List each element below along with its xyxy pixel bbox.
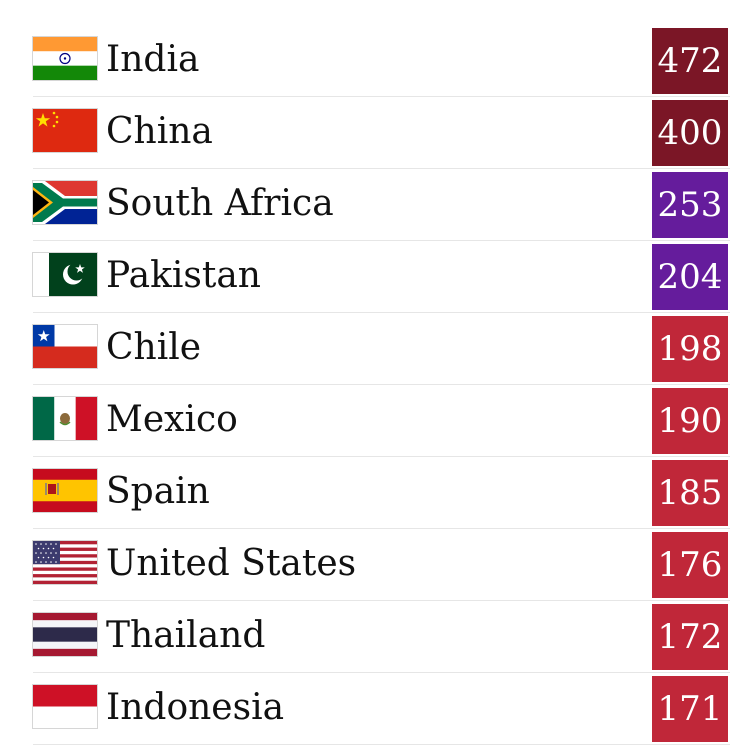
score-badge: 190 <box>652 388 728 454</box>
chile-flag-icon <box>33 325 97 368</box>
country-name: Mexico <box>106 399 238 440</box>
list-item[interactable]: United States 176 <box>33 529 730 601</box>
thailand-flag-icon <box>33 613 97 656</box>
score-badge: 172 <box>652 604 728 670</box>
list-item[interactable]: Pakistan 204 <box>33 241 730 313</box>
list-item[interactable]: India 472 <box>33 25 730 97</box>
country-name: Pakistan <box>106 255 261 296</box>
score-badge: 171 <box>652 676 728 742</box>
china-flag-icon <box>33 109 97 152</box>
score-badge: 472 <box>652 28 728 94</box>
united-states-flag-icon <box>33 541 97 584</box>
country-name: Indonesia <box>106 687 285 728</box>
score-badge: 253 <box>652 172 728 238</box>
list-item[interactable]: Thailand 172 <box>33 601 730 673</box>
score-badge: 204 <box>652 244 728 310</box>
list-item[interactable]: South Africa 253 <box>33 169 730 241</box>
score-badge: 185 <box>652 460 728 526</box>
country-name: South Africa <box>106 183 334 224</box>
list-item[interactable]: Spain 185 <box>33 457 730 529</box>
mexico-flag-icon <box>33 397 97 440</box>
india-flag-icon <box>33 37 97 80</box>
indonesia-flag-icon <box>33 685 97 728</box>
country-name: Chile <box>106 327 202 368</box>
score-badge: 198 <box>652 316 728 382</box>
country-name: United States <box>106 543 357 584</box>
country-name: Thailand <box>106 615 266 656</box>
spain-flag-icon <box>33 469 97 512</box>
country-ranking-list: India 472 China 400 <box>33 25 730 745</box>
list-item[interactable]: Indonesia 171 <box>33 673 730 745</box>
list-item[interactable]: Mexico 190 <box>33 385 730 457</box>
list-item[interactable]: Chile 198 <box>33 313 730 385</box>
country-name: Spain <box>106 471 210 512</box>
list-item[interactable]: China 400 <box>33 97 730 169</box>
score-badge: 176 <box>652 532 728 598</box>
pakistan-flag-icon <box>33 253 97 296</box>
country-name: India <box>106 39 200 80</box>
country-name: China <box>106 111 213 152</box>
south-africa-flag-icon <box>33 181 97 224</box>
score-badge: 400 <box>652 100 728 166</box>
